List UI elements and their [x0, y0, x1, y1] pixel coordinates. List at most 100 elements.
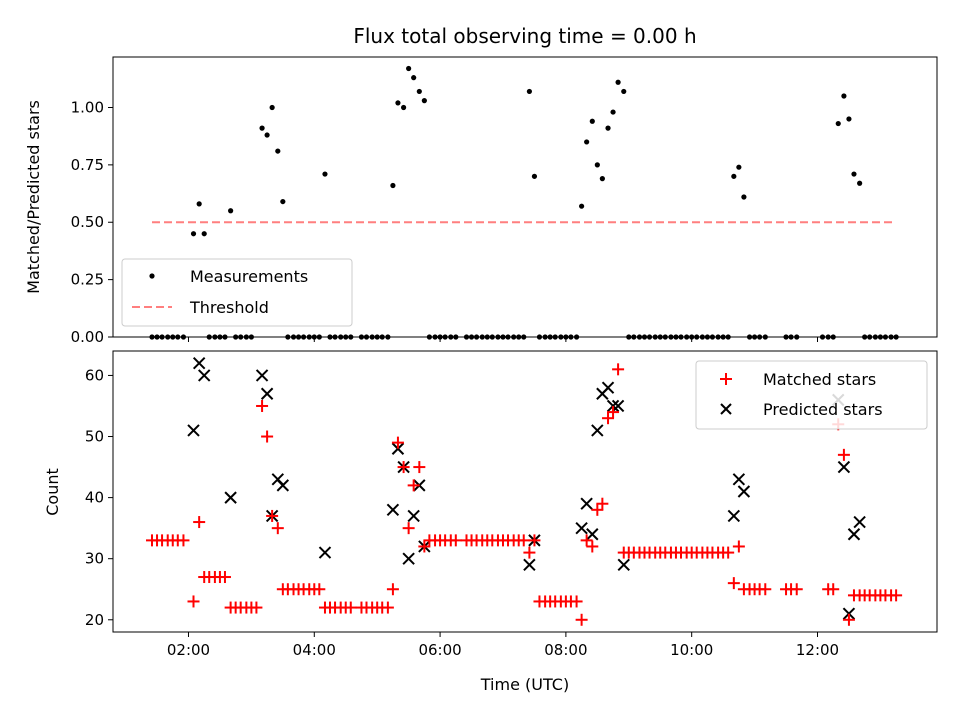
x-axis-label: Time (UTC)	[480, 675, 569, 694]
predicted-star-marker	[575, 521, 588, 535]
bottom-y-tick-label: 20	[85, 611, 104, 629]
bottom-ticks: 20 30 40 50 60 02:00 04:00 06:00 08:00 10:00 12:00	[85, 366, 839, 659]
matched-star-marker	[890, 589, 903, 602]
chart-title: Flux total observing time = 0.00 h	[353, 24, 696, 48]
matched-star-marker	[271, 522, 284, 535]
x-tick-label: 02:00	[167, 641, 210, 659]
top-legend: Measurements Threshold	[121, 258, 353, 327]
matched-star-marker	[523, 546, 536, 559]
bottom-legend: Matched stars Predicted stars	[695, 360, 928, 430]
x-tick-label: 06:00	[418, 641, 461, 659]
matched-star-marker	[407, 479, 420, 492]
predicted-star-marker	[617, 558, 630, 572]
legend-predicted-marker	[720, 403, 732, 415]
matched-star-marker	[612, 363, 625, 376]
matched-star-marker	[266, 509, 279, 522]
matched-star-marker	[418, 540, 431, 553]
top-axes-frame	[112, 56, 938, 338]
measurement-point	[531, 173, 538, 179]
matched-star-marker	[837, 448, 850, 461]
measurement-point	[196, 201, 202, 207]
measurement-point	[835, 120, 841, 127]
predicted-star-marker	[727, 509, 741, 523]
measurement-point	[610, 109, 616, 115]
measurement-point	[615, 79, 621, 85]
measurement-point	[421, 98, 427, 104]
measurement-point	[269, 104, 275, 111]
measurement-point	[322, 171, 328, 177]
matched-star-marker	[842, 613, 855, 626]
matched-star-marker	[591, 503, 604, 516]
predicted-star-marker	[260, 387, 274, 400]
legend-predicted-label: Predicted stars	[763, 400, 883, 419]
top-y-tick-label: 0.00	[71, 328, 104, 346]
measurement-point	[579, 203, 585, 209]
measurement-point	[280, 198, 286, 205]
measurement-point	[584, 139, 590, 145]
measurement-point	[851, 171, 857, 177]
measurement-point	[275, 148, 281, 154]
matched-star-marker	[218, 571, 231, 584]
measurement-point	[201, 231, 207, 237]
measurement-point	[228, 208, 234, 214]
predicted-star-marker	[197, 369, 211, 382]
bottom-y-tick-label: 60	[85, 366, 104, 384]
matched-star-marker	[827, 583, 840, 596]
matched-star-marker	[607, 406, 620, 419]
bottom-plot-area	[145, 357, 903, 626]
legend-matched-label: Matched stars	[763, 370, 876, 389]
legend-measurements-marker	[149, 273, 155, 279]
predicted-star-marker	[853, 515, 866, 529]
predicted-star-marker	[837, 460, 851, 474]
measurement-point	[736, 164, 742, 170]
bottom-y-tick-label: 40	[85, 489, 104, 507]
matched-star-marker	[381, 601, 394, 614]
bottom-y-tick-label: 30	[85, 550, 104, 568]
matched-star-marker	[344, 601, 357, 614]
measurement-point	[390, 182, 396, 189]
measurement-point	[594, 162, 600, 168]
matched-star-marker	[193, 516, 206, 529]
matched-star-marker	[250, 601, 263, 614]
predicted-star-marker	[523, 558, 536, 572]
measurement-point	[190, 231, 197, 237]
measurement-point	[857, 180, 863, 186]
predicted-star-marker	[847, 528, 861, 541]
measurement-point	[264, 132, 270, 138]
matched-star-marker	[449, 534, 462, 547]
predicted-star-marker	[187, 424, 200, 437]
x-tick-label: 12:00	[796, 641, 839, 659]
measurement-point	[411, 75, 417, 81]
predicted-star-marker	[611, 399, 625, 413]
matched-star-marker	[586, 540, 599, 553]
measurement-point	[741, 194, 747, 200]
predicted-star-marker	[586, 528, 599, 541]
top-panel: 0.00 0.25 0.50 0.75 1.00 Matched/Predicted s…	[24, 56, 938, 346]
measurement-point	[846, 116, 852, 122]
matched-star-marker	[386, 583, 399, 596]
predicted-star-marker	[402, 552, 415, 565]
measurement-point	[395, 100, 401, 106]
matched-star-marker	[602, 412, 615, 425]
matched-star-marker	[256, 399, 269, 412]
x-tick-label: 10:00	[670, 641, 713, 659]
measurement-point	[589, 118, 595, 124]
predicted-star-marker	[606, 399, 620, 413]
matched-star-marker	[570, 595, 583, 608]
matched-star-marker	[313, 583, 326, 596]
matched-star-marker	[575, 613, 588, 626]
measurement-point	[841, 93, 847, 99]
predicted-star-marker	[601, 381, 615, 394]
top-y-tick-label: 0.75	[71, 156, 104, 174]
measurement-point	[605, 125, 611, 131]
matched-star-marker	[580, 534, 593, 547]
predicted-star-marker	[407, 509, 420, 523]
matched-star-marker	[397, 461, 410, 474]
measurement-point	[731, 173, 737, 179]
matched-star-marker	[722, 546, 735, 559]
top-y-tick-label: 1.00	[71, 98, 104, 116]
bottom-legend-box	[695, 360, 928, 430]
measurement-point	[406, 65, 412, 72]
top-ticks: 0.00 0.25 0.50 0.75 1.00	[71, 98, 818, 346]
